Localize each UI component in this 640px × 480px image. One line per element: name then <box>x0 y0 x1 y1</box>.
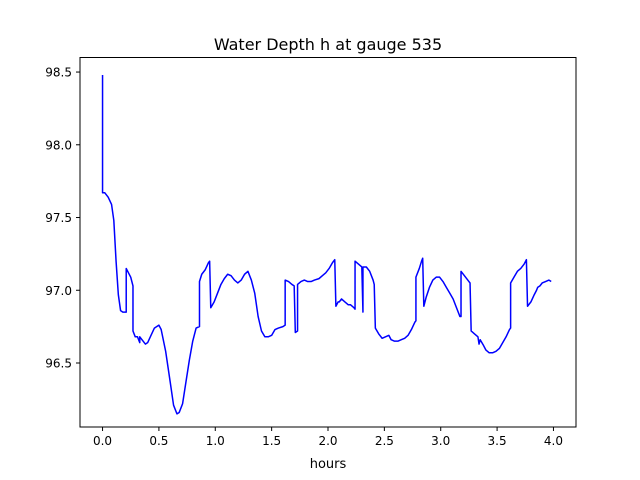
x-tick-label: 3.0 <box>431 434 450 448</box>
series-line-0 <box>101 74 552 415</box>
y-tick-label: 96.5 <box>45 356 72 370</box>
y-axis: 96.5 97.0 97.5 98.0 98.5 <box>45 66 80 370</box>
x-tick-label: 4.0 <box>544 434 563 448</box>
x-tick-label: 1.5 <box>262 434 281 448</box>
y-tick-label: 97.5 <box>45 211 72 225</box>
chart-title: Water Depth h at gauge 535 <box>214 35 442 54</box>
x-tick-label: 3.5 <box>488 434 507 448</box>
y-tick-label: 97.0 <box>45 284 72 298</box>
x-axis-label: hours <box>310 457 347 472</box>
x-tick-label: 0.5 <box>149 434 168 448</box>
x-tick-label: 2.5 <box>375 434 394 448</box>
y-tick-label: 98.5 <box>45 66 72 80</box>
y-tick-label: 98.0 <box>45 138 72 152</box>
x-axis: 0.0 0.5 1.0 1.5 2.0 2.5 3.0 3.5 4.0 <box>93 427 563 448</box>
x-tick-label: 2.0 <box>318 434 337 448</box>
x-tick-label: 0.0 <box>93 434 112 448</box>
x-tick-label: 1.0 <box>206 434 225 448</box>
series-layer <box>101 74 552 415</box>
